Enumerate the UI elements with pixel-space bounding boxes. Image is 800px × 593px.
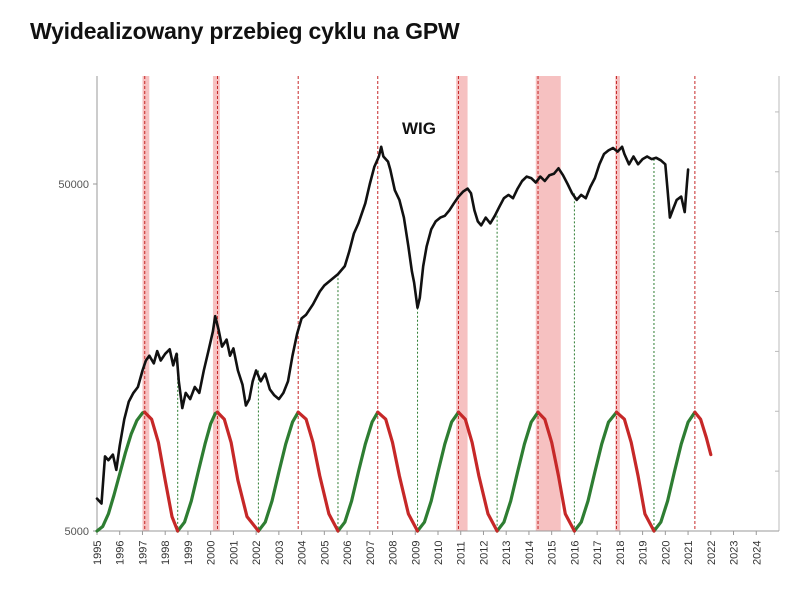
- labels: WIG: [402, 119, 436, 138]
- falling-cycle-line-seg-2: [296, 410, 340, 533]
- x-tick-label: 2015: [547, 541, 559, 565]
- cycle-lines: [144, 76, 696, 531]
- rising-cycle-line-seg-0: [95, 410, 147, 533]
- x-tick-label: 2014: [524, 541, 536, 565]
- x-tick-label: 1995: [92, 541, 104, 565]
- x-tick-label: 2013: [501, 541, 513, 565]
- falling-cycle-line-seg-7: [693, 410, 713, 457]
- x-tick-label: 2004: [297, 541, 309, 565]
- x-tick-label: 2003: [274, 541, 286, 565]
- shaded-period-1: [212, 76, 220, 531]
- falling-cycle-line-seg-1: [215, 410, 260, 533]
- x-tick-label: 2002: [251, 541, 263, 565]
- x-tick-label: 2007: [365, 541, 377, 565]
- shaded-period-4: [615, 76, 620, 531]
- x-tick-label: 2023: [729, 541, 741, 565]
- rising-cycle-line-seg-6: [572, 410, 619, 533]
- x-tick-label: 2021: [683, 541, 695, 565]
- shaded-period-3: [535, 76, 561, 531]
- shaded-period-0: [142, 76, 150, 531]
- x-tick-label: 2017: [592, 541, 604, 565]
- x-tick-label: 1997: [137, 541, 149, 565]
- rising-cycle-line-seg-3: [336, 410, 380, 533]
- series-lines: [95, 145, 713, 533]
- x-tick-label: 2001: [228, 541, 240, 565]
- x-tick-label: 1998: [160, 541, 172, 565]
- rising-cycle-line-seg-2: [256, 410, 300, 533]
- x-tick-label: 2005: [319, 541, 331, 565]
- y-tick-label: 50000: [58, 179, 89, 191]
- x-tick-label: 2012: [478, 541, 490, 565]
- x-tick-label: 2019: [638, 541, 650, 565]
- shaded-periods: [142, 76, 620, 531]
- x-tick-label: 2020: [660, 541, 672, 565]
- x-tick-label: 2024: [751, 541, 763, 565]
- x-tick-label: 2006: [342, 541, 354, 565]
- chart-title: Wyidealizowany przebieg cyklu na GPW: [30, 18, 460, 44]
- x-tick-label: 2011: [456, 541, 468, 565]
- x-tick-label: 2016: [569, 541, 581, 565]
- x-tick-label: 2009: [410, 541, 422, 565]
- falling-cycle-line-seg-3: [376, 410, 420, 533]
- falling-cycle-line-seg-0: [143, 410, 180, 533]
- rising-cycle-line-seg-4: [415, 410, 461, 533]
- x-tick-label: 2018: [615, 541, 627, 565]
- x-tick-label: 2000: [206, 541, 218, 565]
- falling-cycle-line-seg-5: [536, 410, 576, 533]
- wig-series-label: WIG: [402, 119, 436, 138]
- x-tick-label: 2008: [388, 541, 400, 565]
- rising-cycle-line-seg-7: [652, 410, 697, 533]
- falling-cycle-line-seg-4: [456, 410, 499, 533]
- falling-cycle-line-seg-6: [614, 410, 656, 533]
- rising-cycle-line-seg-5: [495, 410, 540, 533]
- x-tick-label: 2010: [433, 541, 445, 565]
- shaded-period-2: [456, 76, 468, 531]
- x-tick-label: 1996: [115, 541, 127, 565]
- wig-line-seg-0: [95, 145, 690, 505]
- x-tick-label: 2022: [706, 541, 718, 565]
- x-tick-label: 1999: [183, 541, 195, 565]
- y-tick-label: 5000: [65, 526, 89, 538]
- rising-cycle-line-seg-1: [176, 410, 220, 533]
